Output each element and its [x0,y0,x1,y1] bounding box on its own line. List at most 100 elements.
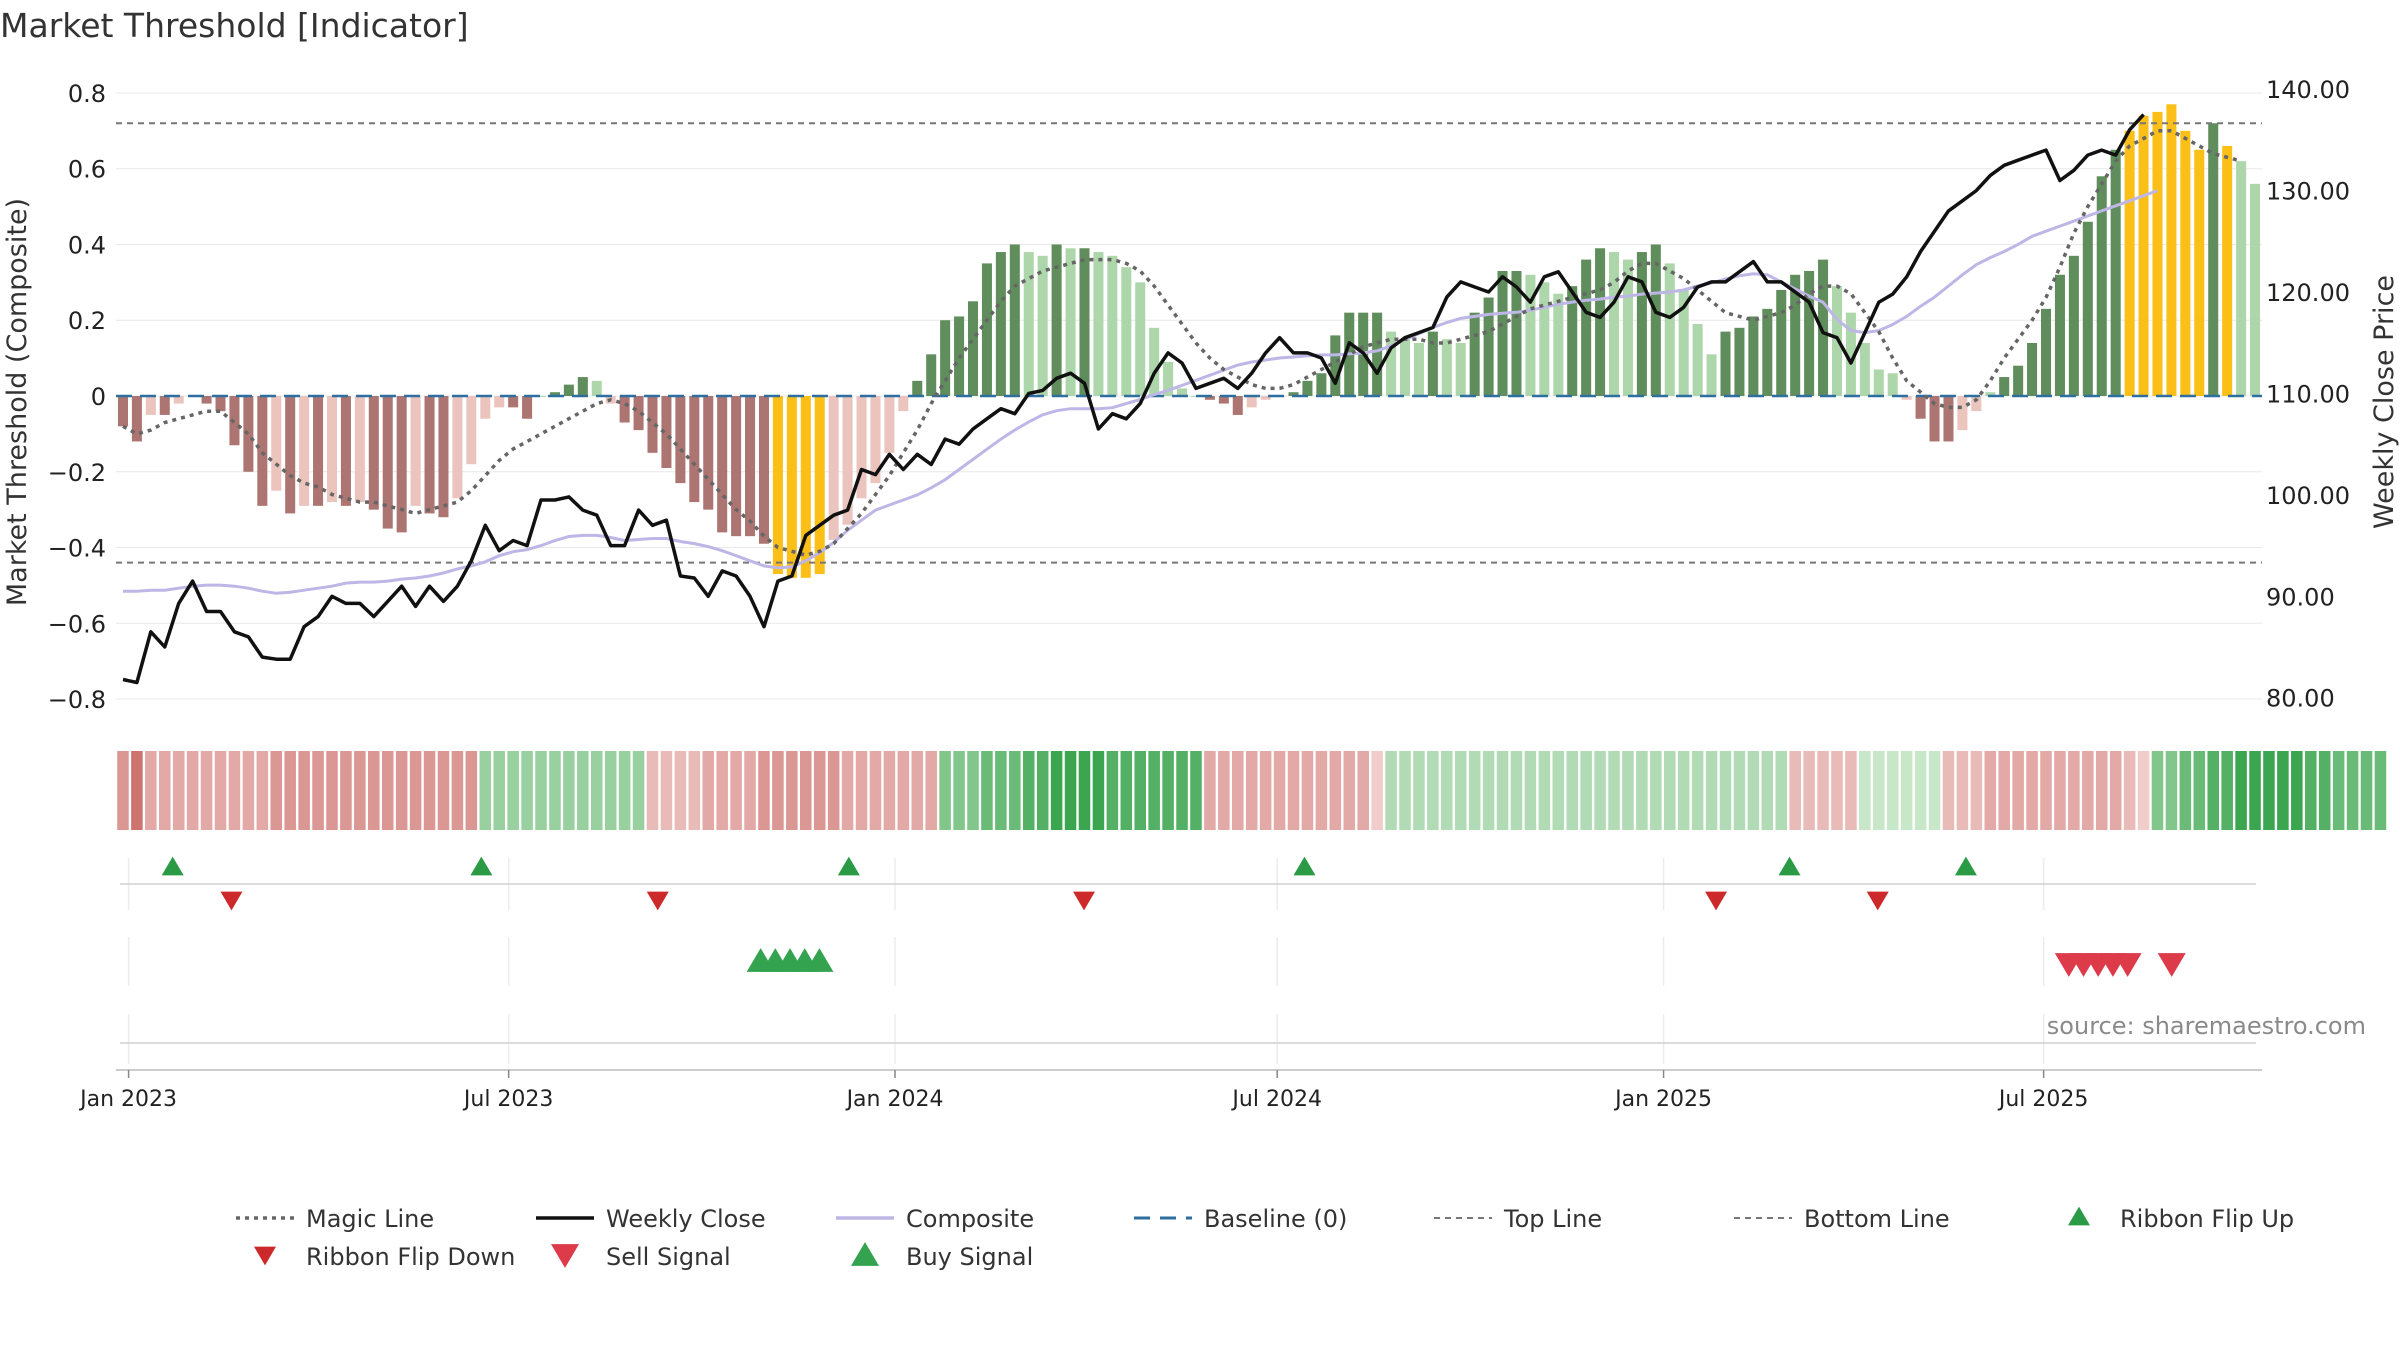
ribbon-cell [813,751,826,830]
composite-bar [173,396,184,404]
ribbon-cell [967,751,979,830]
legend-swatch [551,1244,579,1268]
ribbon-cell [1747,751,1760,830]
composite-bar [117,396,128,427]
series-lines [122,113,2242,685]
sell-signal-marker [2157,953,2186,977]
ribbon-cell [1636,751,1648,830]
ribbon-cell [256,751,269,830]
composite-bar [1762,308,1773,396]
ribbon-cell [2305,751,2317,830]
ribbon-cell [1204,751,1216,830]
ribbon-cell [145,751,157,830]
composite-bar [800,396,811,578]
ribbon-cell [1817,751,1829,830]
ribbon-cell [1301,751,1314,830]
right-tick-label: 100.00 [2266,482,2350,510]
composite-bar [1706,354,1717,396]
composite-bar [2054,274,2065,396]
composite-bar [1288,392,1299,396]
ribbon-cell [563,751,575,830]
composite-bar [745,396,756,537]
chart-title: Market Threshold [Indicator] [0,6,469,45]
legend-label: Sell Signal [606,1243,731,1271]
ribbon-cell [312,751,324,830]
composite-bar [145,396,156,415]
composite-bar [382,396,393,529]
composite-bar [661,396,672,468]
ribbon-cell [911,751,924,830]
composite-bar [299,396,310,506]
ribbon-cell [1329,751,1342,830]
ribbon-cell [2179,751,2192,830]
composite-bar [2082,221,2093,396]
composite-bar [1692,324,1703,396]
ribbon-flip-up-marker [1778,856,1801,876]
ribbon-cell [2151,751,2164,830]
composite-bar [2096,176,2107,396]
composite-bar [2027,342,2038,396]
ribbon-cell [2332,751,2345,830]
ribbon-cell [1956,751,1969,830]
composite-bar [1051,244,1062,396]
ribbon-cell [340,751,352,830]
composite-bar [271,396,282,491]
ribbon-cell [883,751,896,830]
left-tick-label: −0.6 [48,610,106,638]
composite-bar [1804,270,1815,396]
composite-bar [870,396,881,484]
ribbon-cell [702,751,715,830]
composite-bar [1943,396,1954,442]
composite-bar [814,396,825,575]
x-tick-label: Jul 2023 [462,1087,554,1112]
ribbon-flip-up-marker [1954,856,1977,876]
ribbon-cell [1580,751,1592,830]
ribbon-cell [465,751,478,830]
ribbon-cell [1134,751,1146,830]
composite-bar [940,320,951,396]
ribbon-cell [841,751,854,830]
composite-bar [1567,286,1578,396]
right-tick-label: 90.00 [2266,583,2335,611]
buy-signal-marker [805,948,834,972]
ribbon-cell [284,751,296,830]
ribbon-cell [1705,751,1718,830]
composite-bar [1511,270,1522,396]
ribbon-cell [995,751,1007,830]
ribbon-cell [1106,751,1119,830]
ribbon-cell [1733,751,1746,830]
legend: Magic Line Weekly Close Composite Baseline … [236,1205,2294,1271]
right-tick-label: 130.00 [2266,178,2350,206]
composite-bar [1135,282,1146,396]
ribbon-cell [159,751,171,830]
left-tick-label: −0.8 [48,686,106,714]
left-tick-label: −0.2 [48,459,106,487]
ribbon-cell [1622,751,1634,830]
composite-bar [1734,327,1745,396]
ribbon-cell [618,751,631,830]
ribbon-cell [1441,751,1453,830]
ribbon-cell [1677,751,1690,830]
ribbon-cell [2054,751,2066,830]
ribbon-cell [2235,751,2247,830]
ribbon-cell [2026,751,2038,830]
ribbon-cell [2291,751,2303,830]
ribbon-cell [451,751,464,830]
legend-label: Magic Line [306,1205,434,1233]
left-tick-label: 0.8 [68,80,106,108]
ribbon-flip-down-marker [220,891,243,911]
ribbon-cell [186,751,199,830]
ribbon-cell [1914,751,1927,830]
composite-bar [2250,183,2261,396]
composite-bar [508,396,519,408]
composite-bars [117,104,2261,578]
ribbon-cell [1873,751,1885,830]
ribbon-cell [786,751,798,830]
composite-bar [1483,297,1494,396]
legend-swatch [851,1242,879,1266]
composite-bar [675,396,686,484]
legend-item: Weekly Close [536,1205,766,1233]
composite-bar [1985,392,1996,396]
reference-lines [116,122,2262,564]
ribbon-cell [1566,751,1578,830]
